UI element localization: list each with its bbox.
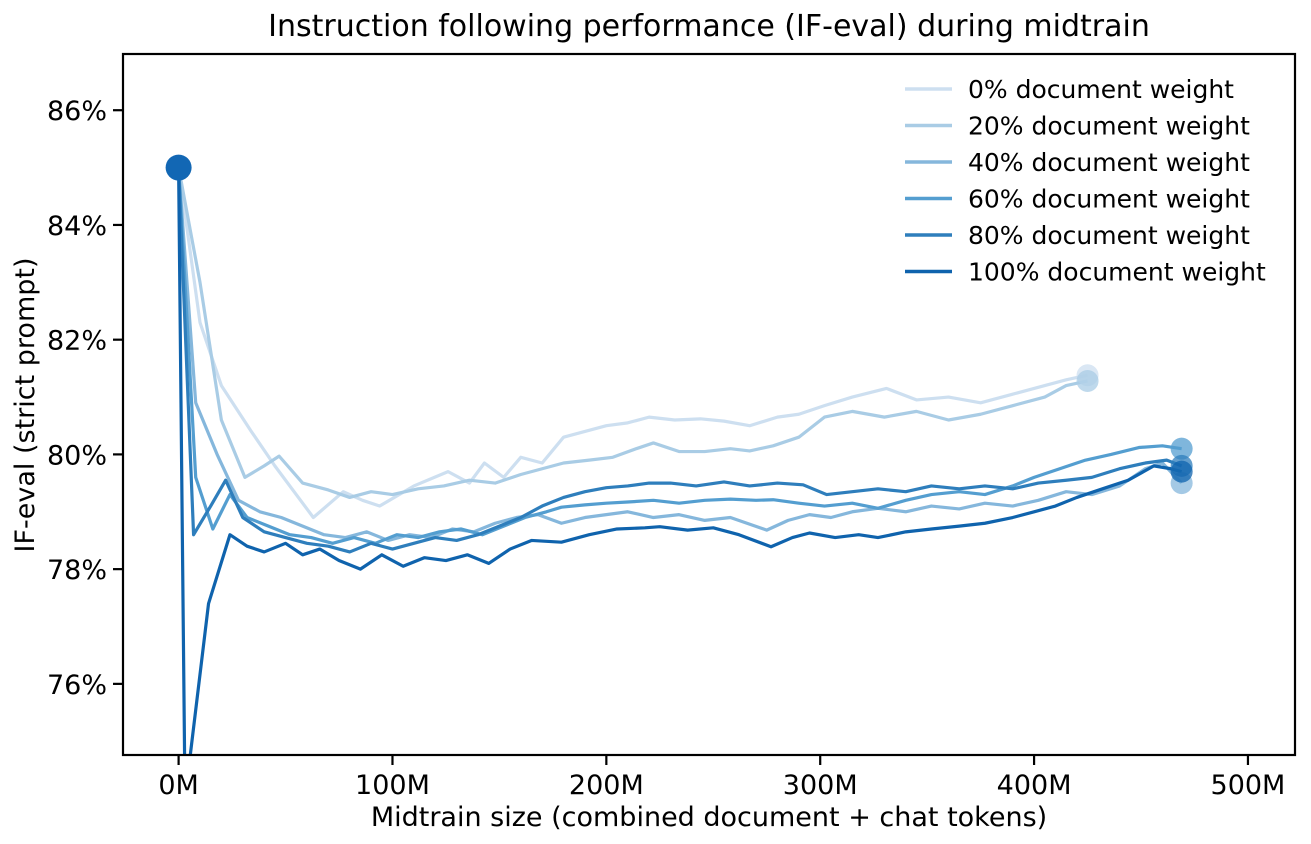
legend-label: 60% document weight [968, 185, 1250, 214]
end-marker-1 [1076, 369, 1099, 392]
start-marker [165, 154, 192, 181]
legend-item: 100% document weight [905, 258, 1266, 287]
series-line-4 [177, 167, 1183, 554]
x-tick-label: 400M [997, 770, 1072, 801]
y-tick-label: 78% [47, 555, 107, 586]
series-line-5 [177, 167, 1183, 755]
legend: 0% document weight 20% document weight 40%… [905, 75, 1266, 287]
x-tick-label: 100M [355, 770, 430, 801]
marker-layer [165, 154, 1193, 495]
x-axis-label: Midtrain size (combined document + chat … [371, 802, 1047, 833]
legend-label: 0% document weight [968, 75, 1234, 104]
legend-item: 60% document weight [905, 185, 1250, 214]
series-layer [177, 167, 1183, 755]
axis-ticks: 0M 100M 200M 300M 400M 500M 76% 78% 80% 82% 84% 86% [47, 96, 1285, 801]
end-marker-5 [1170, 460, 1193, 483]
y-tick-label: 76% [47, 670, 107, 701]
legend-item: 0% document weight [905, 75, 1234, 104]
y-tick-label: 86% [47, 96, 107, 127]
y-tick-label: 80% [47, 440, 107, 471]
y-tick-label: 84% [47, 211, 107, 242]
series-line-0 [177, 167, 1088, 520]
x-tick-label: 300M [783, 770, 858, 801]
x-tick-label: 200M [569, 770, 644, 801]
legend-item: 80% document weight [905, 221, 1250, 250]
legend-label: 20% document weight [968, 112, 1250, 141]
plot-border [121, 52, 1297, 757]
y-tick-label: 82% [47, 326, 107, 357]
chart-title: Instruction following performance (IF-ev… [268, 9, 1150, 44]
end-marker-3 [1170, 437, 1193, 460]
legend-item: 40% document weight [905, 148, 1250, 177]
y-axis-label: IF-eval (strict prompt) [10, 258, 41, 553]
x-tick-label: 500M [1211, 770, 1286, 801]
legend-item: 20% document weight [905, 112, 1250, 141]
x-tick-label: 0M [158, 770, 198, 801]
series-line-1 [177, 167, 1088, 500]
legend-label: 40% document weight [968, 148, 1250, 177]
legend-label: 100% document weight [968, 258, 1266, 287]
series-line-2 [177, 167, 1183, 543]
legend-label: 80% document weight [968, 221, 1250, 250]
